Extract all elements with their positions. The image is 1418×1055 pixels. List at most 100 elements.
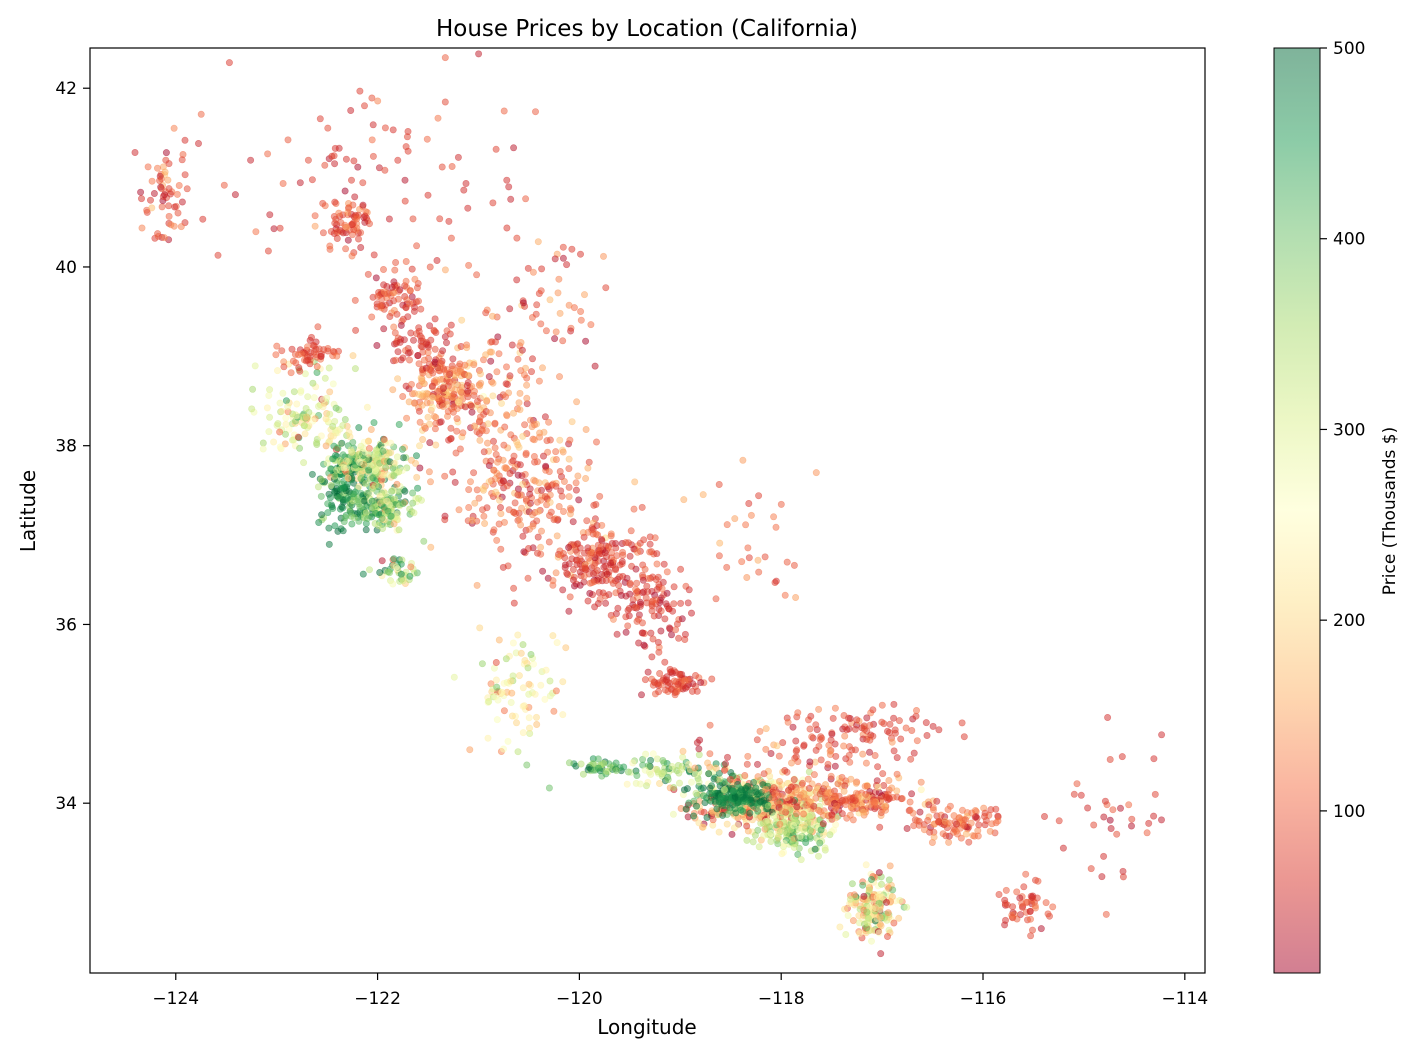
data-point [743, 836, 751, 844]
data-point [324, 500, 332, 508]
data-point [726, 807, 734, 815]
data-point [456, 360, 464, 368]
data-point [648, 675, 656, 683]
data-point [384, 507, 392, 515]
data-point [389, 386, 397, 394]
data-point [400, 336, 408, 344]
data-point [1027, 915, 1035, 923]
data-point [755, 814, 763, 822]
data-point [330, 230, 338, 238]
data-point [463, 381, 471, 389]
data-point [417, 342, 425, 350]
data-point [447, 321, 455, 329]
data-point [270, 438, 278, 446]
data-point [738, 786, 746, 794]
data-point [603, 553, 611, 561]
data-point [897, 795, 905, 803]
data-point [754, 807, 762, 815]
data-point [161, 168, 169, 176]
data-point [526, 485, 534, 493]
data-point [445, 217, 453, 225]
data-point [875, 869, 883, 877]
data-point [812, 721, 820, 729]
x-axis-ticks: −124 −122 −120 −118 −116 −114 [152, 973, 1208, 1009]
data-point [1013, 888, 1021, 896]
data-point [516, 406, 524, 414]
data-point [365, 437, 373, 445]
data-point [897, 735, 905, 743]
data-point [441, 266, 449, 274]
data-point [859, 750, 867, 758]
data-point [388, 487, 396, 495]
data-point [787, 783, 795, 791]
data-point [556, 309, 564, 317]
data-point [495, 636, 503, 644]
data-point [347, 107, 355, 115]
data-point [492, 658, 500, 666]
data-point [367, 425, 375, 433]
data-point [535, 479, 543, 487]
data-point [489, 392, 497, 400]
data-point [304, 156, 312, 164]
data-point [326, 494, 334, 502]
data-point [638, 503, 646, 511]
data-point [523, 761, 531, 769]
cluster-owens-valley [680, 456, 820, 601]
data-point [516, 461, 524, 469]
data-point [138, 195, 146, 203]
data-point [945, 838, 953, 846]
data-point [436, 360, 444, 368]
data-point [573, 556, 581, 564]
data-point [380, 471, 388, 479]
data-point [270, 225, 278, 233]
data-point [361, 212, 369, 220]
data-point [420, 537, 428, 545]
data-point [783, 558, 791, 566]
data-point [327, 481, 335, 489]
data-point [775, 752, 783, 760]
data-point [692, 802, 700, 810]
data-point [339, 484, 347, 492]
data-point [273, 367, 281, 375]
data-point [164, 176, 172, 184]
data-point [356, 458, 364, 466]
data-point [524, 544, 532, 552]
data-point [745, 554, 753, 562]
data-point [1029, 892, 1037, 900]
data-point [706, 721, 714, 729]
data-point [547, 508, 555, 516]
data-point [398, 445, 406, 453]
data-point [652, 596, 660, 604]
data-point [517, 521, 525, 529]
data-point [534, 508, 542, 516]
data-point [264, 150, 272, 158]
data-point [541, 695, 549, 703]
data-point [885, 776, 893, 784]
data-point [480, 448, 488, 456]
data-point [580, 291, 588, 299]
data-point [390, 520, 398, 528]
data-point [841, 905, 849, 913]
data-point [296, 444, 304, 452]
data-point [368, 485, 376, 493]
data-point [390, 323, 398, 331]
data-point [381, 124, 389, 132]
data-point [567, 327, 575, 335]
data-point [695, 751, 703, 759]
data-point [199, 215, 207, 223]
data-point [760, 770, 768, 778]
data-point [1087, 865, 1095, 873]
data-point [499, 477, 507, 485]
data-point [592, 500, 600, 508]
data-point [317, 432, 325, 440]
data-point [300, 459, 308, 467]
data-point [661, 658, 669, 666]
data-point [441, 98, 449, 106]
data-point [329, 455, 337, 463]
data-point [395, 488, 403, 496]
data-point [577, 316, 585, 324]
data-point [447, 424, 455, 432]
data-point [431, 425, 439, 433]
data-point [449, 468, 457, 476]
data-point [866, 721, 874, 729]
